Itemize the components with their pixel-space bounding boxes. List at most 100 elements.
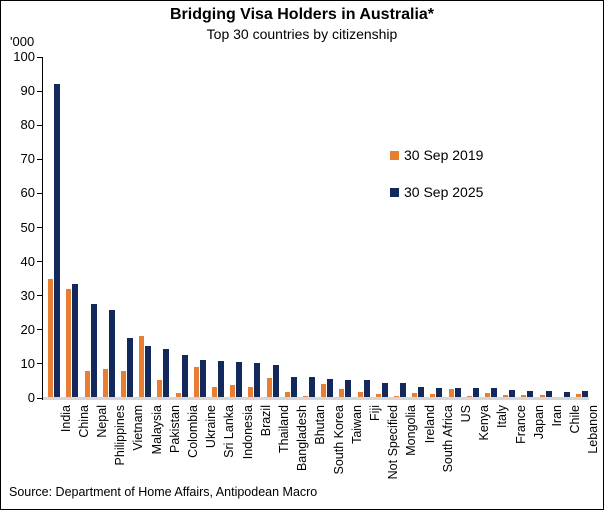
bar-group-taiwan [334, 57, 352, 398]
y-tick-mark [37, 192, 42, 194]
x-tick-label: Brazil [258, 405, 273, 437]
x-tick-label: Sri Lanka [222, 405, 237, 458]
legend-item: 30 Sep 2019 [390, 147, 483, 163]
bar-sep2025 [308, 377, 315, 398]
x-tick-label: Philippines [113, 405, 128, 466]
x-tick-label: Mongolia [404, 405, 419, 456]
bar-sep2019 [284, 391, 290, 398]
y-tick-label: 60 [20, 185, 35, 201]
bar-sep2025 [436, 387, 443, 398]
bar-sep2025 [472, 388, 479, 398]
bar-sep2025 [581, 390, 588, 398]
bar-group-pakistan [152, 57, 170, 398]
x-tick-label: France [513, 405, 528, 444]
bar-sep2025 [90, 304, 97, 398]
bar-sep2019 [120, 370, 126, 398]
x-tick-label: Taiwan [349, 405, 364, 444]
bar-sep2025 [272, 364, 279, 398]
x-tick-label: Bangladesh [295, 405, 310, 472]
bar-sep2025 [527, 390, 534, 398]
y-tick-label: 0 [27, 390, 35, 405]
bar-sep2019 [393, 395, 399, 398]
x-tick-label: Nepal [95, 405, 109, 438]
bar-sep2019 [521, 394, 527, 398]
y-tick-mark [37, 124, 42, 126]
bar-sep2025 [363, 380, 370, 398]
bar-sep2025 [545, 391, 552, 398]
bar-group-lebanon [571, 57, 589, 398]
bar-sep2025 [345, 379, 352, 398]
bar-sep2025 [163, 348, 170, 398]
bar-group-fiji [352, 57, 370, 398]
y-tick-mark [37, 295, 42, 297]
y-axis-unit-label: '000 [10, 34, 35, 49]
x-tick-label: Colombia [186, 405, 200, 458]
legend-label: 30 Sep 2025 [404, 184, 484, 200]
bar-group-philippines [98, 57, 116, 398]
x-tick-label: Japan [531, 405, 546, 440]
bar-sep2019 [503, 394, 509, 398]
legend-swatch-icon [390, 187, 399, 197]
bar-sep2019 [48, 278, 54, 398]
bar-sep2019 [321, 384, 327, 398]
x-axis-line [43, 397, 589, 400]
y-tick-mark [37, 227, 42, 228]
bar-sep2025 [217, 360, 224, 398]
bar-sep2019 [357, 392, 363, 398]
bar-group-brazil [243, 57, 261, 398]
x-tick-label: South Korea [331, 405, 346, 475]
bar-sep2025 [72, 284, 79, 398]
bar-group-thailand [261, 57, 279, 398]
bar-sep2025 [254, 362, 261, 398]
bar-sep2019 [211, 387, 217, 398]
bar-group-indonesia [225, 57, 243, 398]
bar-sep2019 [575, 393, 581, 398]
y-tick-mark [37, 56, 42, 58]
x-tick-label: Chile [568, 405, 583, 434]
bar-sep2019 [84, 370, 90, 398]
bar-sep2025 [145, 346, 152, 398]
bar-group-south-africa [425, 57, 443, 398]
bar-group-iran [534, 57, 552, 398]
chart-subtitle: Top 30 countries by citizenship [206, 26, 398, 42]
bar-group-chile [553, 57, 571, 398]
bar-sep2019 [175, 393, 181, 398]
legend-item: 30 Sep 2025 [390, 184, 483, 200]
y-tick-mark [37, 261, 42, 263]
x-tick-label: Ireland [422, 405, 437, 444]
chart-title: Bridging Visa Holders in Australia* [169, 6, 435, 23]
legend: 30 Sep 2019 30 Sep 2025 [390, 147, 483, 221]
x-tick-label: Indonesia [240, 405, 255, 460]
y-tick-label: 50 [20, 219, 35, 235]
x-tick-label: India [58, 405, 73, 433]
x-tick-label: Kenya [477, 405, 492, 441]
y-axis-line [42, 57, 43, 400]
bar-group-colombia [170, 57, 188, 398]
bar-group-bangladesh [280, 57, 298, 398]
source-note: Source: Department of Home Affairs, Anti… [9, 485, 318, 499]
bar-sep2019 [412, 393, 418, 398]
bar-sep2019 [66, 288, 72, 398]
bar-sep2025 [181, 355, 188, 398]
y-tick-label: 40 [20, 253, 35, 269]
y-tick-mark [37, 329, 42, 331]
y-tick-label: 80 [20, 117, 35, 133]
bar-group-mongolia [389, 57, 407, 398]
x-tick-label: Thailand [277, 405, 291, 453]
y-tick-mark [37, 158, 42, 160]
bar-sep2025 [509, 389, 516, 398]
y-tick-label: 100 [13, 49, 35, 64]
x-tick-label: South Africa [440, 405, 455, 473]
bar-sep2025 [126, 338, 133, 398]
y-tick-label: 30 [20, 287, 35, 303]
bar-group-malaysia [134, 57, 152, 398]
bar-sep2019 [248, 387, 254, 398]
bar-group-ireland [407, 57, 425, 398]
bar-sep2019 [157, 379, 163, 398]
x-tick-label: Italy [495, 405, 510, 428]
bar-group-italy [480, 57, 498, 398]
bar-sep2019 [266, 378, 272, 398]
bar-sep2025 [454, 388, 461, 398]
x-tick-label: Vietnam [131, 405, 146, 451]
